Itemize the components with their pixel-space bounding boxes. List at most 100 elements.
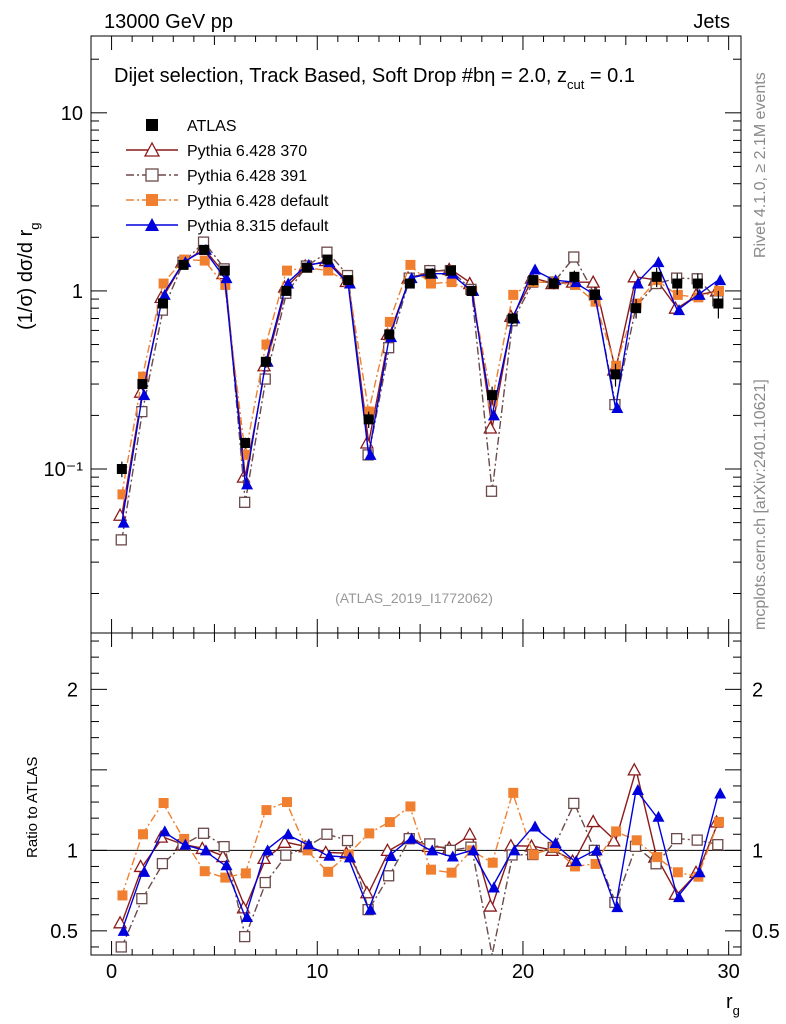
series-ratio-point — [115, 941, 127, 953]
series-ratio-point — [385, 849, 398, 861]
series-ratio-point — [569, 861, 580, 872]
series-ratio-point — [241, 911, 254, 923]
series-ratio-point — [199, 844, 212, 856]
legend-marker — [145, 218, 159, 231]
x-tick-label: 0 — [106, 961, 117, 983]
series-ratio-point — [446, 850, 459, 862]
data-point — [631, 303, 642, 314]
series-point — [568, 251, 580, 263]
series-point — [282, 265, 293, 276]
ratio-tick-label-right: 1 — [752, 840, 763, 862]
data-point — [281, 285, 292, 296]
series-ratio-point — [323, 866, 334, 877]
legend: ATLAS Pythia 6.428 370 Pythia 6.428 391 Pyt… — [126, 118, 329, 235]
series-ratio-point — [112, 915, 128, 929]
series-ratio-point — [586, 814, 601, 828]
ratio-tick-label: 1 — [67, 840, 78, 862]
series-point — [611, 402, 624, 414]
series-point — [364, 448, 377, 460]
series-point — [240, 449, 251, 460]
data-point — [651, 271, 662, 282]
series-2 — [117, 254, 724, 901]
series-ratio-point — [261, 805, 272, 816]
series-point — [138, 389, 151, 401]
series-ratio-point — [673, 891, 686, 903]
series-ratio-point — [549, 837, 562, 849]
data-point — [425, 268, 436, 279]
series-point — [529, 263, 542, 275]
series-point — [282, 277, 295, 289]
series-line — [121, 248, 719, 516]
series-ratio-point — [280, 849, 292, 861]
series-point — [485, 485, 498, 497]
series-ratio-point — [199, 866, 210, 877]
data-point — [569, 271, 580, 282]
legend-label: Pythia 6.428 370 — [187, 143, 307, 160]
series-ratio-point — [302, 845, 313, 856]
data-point — [672, 278, 683, 289]
series-ratio-point — [508, 787, 519, 798]
series-ratio-point — [197, 827, 210, 839]
series-ratio-line — [121, 767, 720, 924]
series-ratio-point — [712, 839, 724, 851]
series-point — [483, 420, 498, 434]
series-ratio-point — [693, 866, 706, 878]
series-ratio-point — [670, 832, 683, 845]
series-ratio-point — [714, 787, 727, 799]
data-point — [589, 289, 600, 300]
series-ratio-point — [691, 834, 703, 846]
series-point — [425, 278, 436, 289]
series-ratio-point — [606, 833, 621, 847]
data-point — [343, 275, 354, 286]
data-point — [507, 313, 518, 324]
legend-marker — [143, 141, 161, 157]
legend-label: Pythia 6.428 391 — [187, 168, 307, 185]
series-point — [158, 278, 169, 289]
rivet-label: Rivet 4.1.0, ≥ 2.1M events — [752, 72, 769, 258]
series-ratio-point — [136, 893, 148, 905]
series-point — [115, 534, 127, 546]
series-ratio-point — [568, 797, 580, 810]
series-ratio-point — [240, 868, 251, 879]
data-point — [487, 390, 498, 401]
data-point — [157, 298, 168, 309]
series-ratio-point — [611, 901, 624, 913]
data-point — [528, 275, 539, 286]
data-point — [713, 298, 724, 309]
series-ratio-point — [156, 857, 169, 870]
data-point — [610, 369, 621, 380]
series-ratio-point — [364, 828, 375, 839]
series-point — [446, 277, 457, 288]
series-point — [259, 373, 271, 385]
series-ratio-point — [627, 762, 642, 776]
analysis-id: (ATLAS_2019_I1772062) — [335, 590, 493, 606]
series-ratio-point — [158, 825, 171, 837]
series-point — [261, 339, 272, 350]
series-line — [121, 241, 719, 540]
series-ratio-point — [611, 826, 622, 837]
y-tick-label: 10⁻¹ — [44, 459, 84, 481]
legend-label: ATLAS — [187, 118, 237, 135]
data-point — [692, 278, 703, 289]
data-point — [322, 254, 333, 265]
y-tick-label: 1 — [72, 281, 83, 303]
series-point — [586, 274, 601, 288]
series-ratio-point — [652, 810, 665, 822]
series-ratio-point — [282, 797, 293, 808]
legend-label: Pythia 6.428 default — [187, 193, 329, 210]
data-point — [137, 379, 148, 390]
series-point — [158, 288, 171, 300]
series-ratio-point — [590, 844, 603, 856]
series-point — [693, 288, 706, 300]
series-ratio-point — [483, 898, 498, 912]
series-point — [199, 255, 210, 266]
x-tick-label: 10 — [306, 961, 328, 983]
series-ratio-point — [321, 828, 333, 840]
data-point — [116, 464, 127, 475]
data-point — [363, 414, 374, 425]
series-ratio-point — [220, 872, 231, 883]
legend-label: Pythia 8.315 default — [187, 218, 329, 235]
data-point — [260, 356, 271, 367]
header-right: Jets — [693, 11, 730, 33]
